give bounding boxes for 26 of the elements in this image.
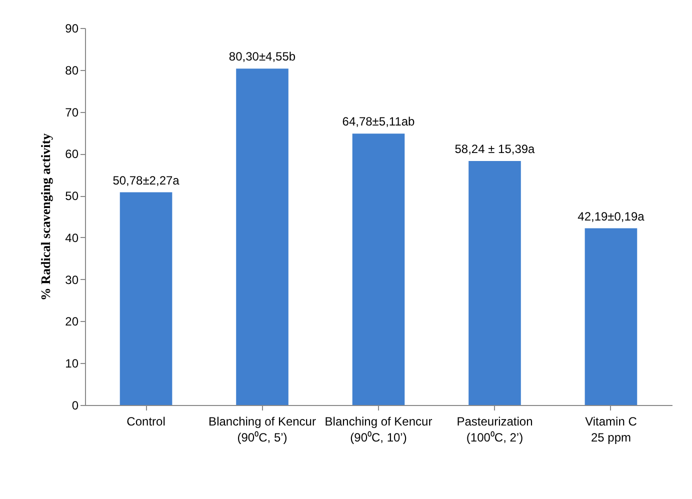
bar <box>584 228 638 405</box>
bar <box>120 192 172 405</box>
data-label: 64,78±5,11ab <box>342 114 416 129</box>
data-label: 58,24 ± 15,39a <box>454 142 536 156</box>
data-label: 50,78±2,27a <box>112 173 180 188</box>
bar <box>468 161 521 405</box>
y-tick-label: 90 <box>65 22 79 36</box>
y-tick-label: 70 <box>65 105 79 120</box>
bar <box>352 134 405 405</box>
data-label: 42,19±0,19a <box>578 209 645 224</box>
y-tick-label: 80 <box>65 63 79 78</box>
x-tick-label: Control <box>126 414 166 428</box>
bar <box>236 68 288 405</box>
y-tick-label: 60 <box>65 147 79 162</box>
data-label: 80,30±4,55b <box>228 50 296 64</box>
y-tick-label: 20 <box>65 314 79 329</box>
y-tick-label: 10 <box>65 356 79 371</box>
x-tick-label: Blanching of Kencur (90⁰C, 5’) <box>208 414 316 444</box>
y-tick-label: 50 <box>65 189 79 204</box>
y-axis-title: % Radical scavenging activity <box>38 132 54 301</box>
x-tick-label: Pasteurization (100⁰C, 2’) <box>456 414 533 444</box>
y-tick-label: 40 <box>65 230 79 245</box>
x-tick-label: Blanching of Kencur (90⁰C, 10’) <box>324 414 432 444</box>
y-tick-label: 0 <box>72 398 79 412</box>
y-tick-label: 30 <box>65 272 79 287</box>
x-tick-label: Vitamin C 25 ppm <box>585 414 638 444</box>
